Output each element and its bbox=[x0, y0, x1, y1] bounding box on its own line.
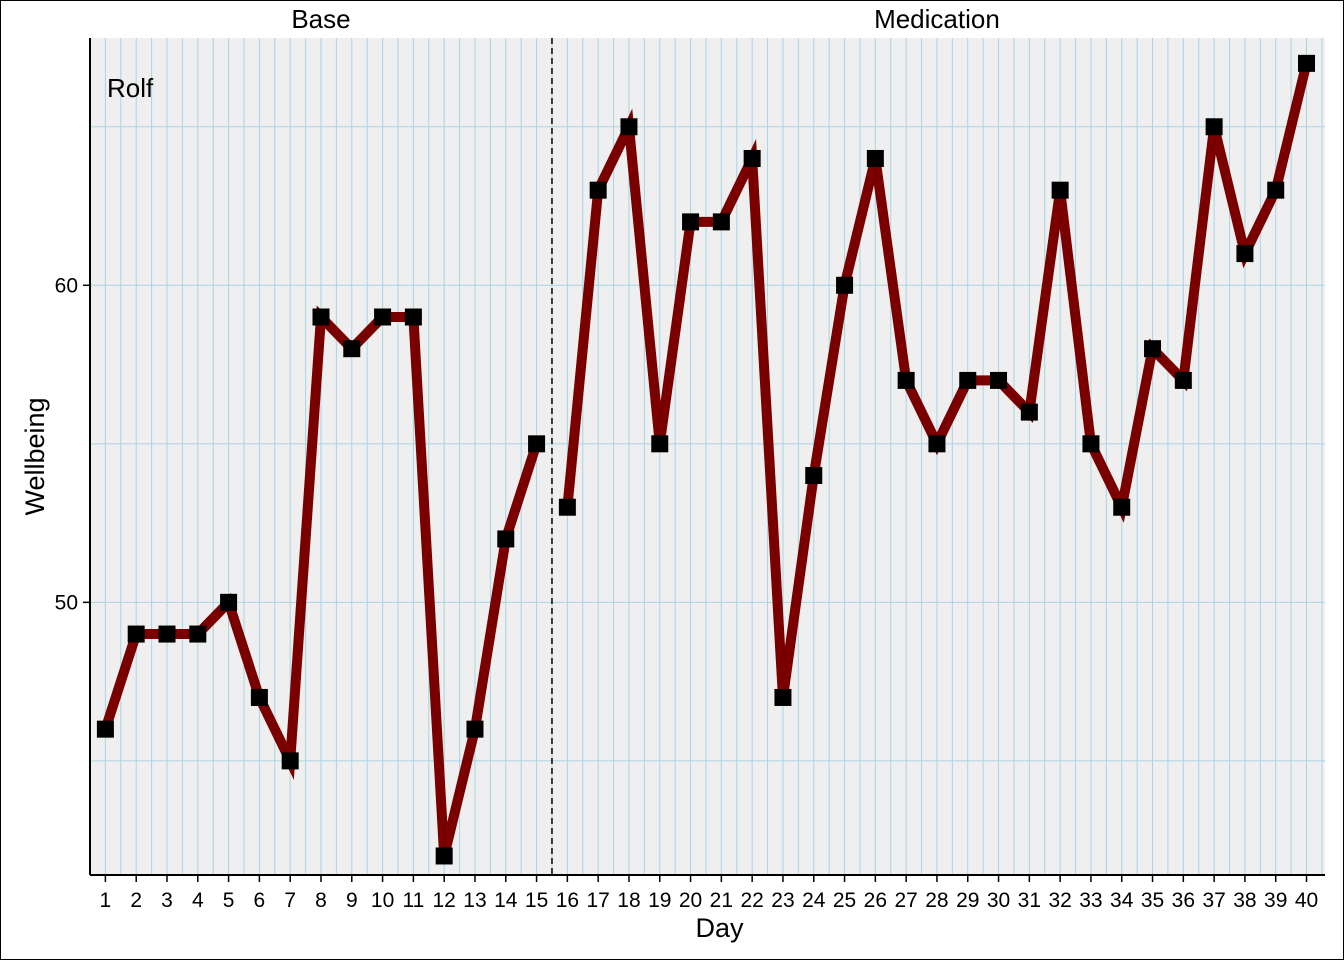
data-point-marker bbox=[620, 118, 638, 136]
x-tick-label: 27 bbox=[894, 889, 917, 912]
x-tick-label: 37 bbox=[1202, 889, 1225, 912]
data-point-marker bbox=[743, 149, 761, 167]
x-tick-label: 19 bbox=[648, 889, 671, 912]
x-tick-label: 38 bbox=[1233, 889, 1256, 912]
data-point-marker bbox=[189, 625, 207, 643]
x-tick-label: 16 bbox=[556, 889, 579, 912]
x-tick-label: 23 bbox=[771, 889, 794, 912]
data-point-marker bbox=[805, 467, 823, 485]
data-point-marker bbox=[1051, 181, 1069, 199]
data-point-marker bbox=[1267, 181, 1285, 199]
data-point-marker bbox=[466, 720, 484, 738]
y-tick-label: 50 bbox=[55, 591, 78, 614]
data-point-marker bbox=[374, 308, 392, 326]
data-point-marker bbox=[281, 752, 299, 770]
x-tick-label: 28 bbox=[925, 889, 948, 912]
y-tick-labels: 50 60 bbox=[55, 274, 78, 614]
data-point-marker bbox=[1298, 54, 1316, 72]
x-tick-label: 20 bbox=[679, 889, 702, 912]
data-point-marker bbox=[990, 371, 1008, 389]
phase-labels: Base Medication bbox=[291, 4, 999, 34]
data-point-marker bbox=[1205, 118, 1223, 136]
x-tick-label: 18 bbox=[617, 889, 640, 912]
data-point-marker bbox=[250, 688, 268, 706]
data-point-marker bbox=[836, 276, 854, 294]
data-point-marker bbox=[1144, 340, 1162, 358]
x-tick-label: 25 bbox=[833, 889, 856, 912]
x-tick-label: 34 bbox=[1110, 889, 1134, 912]
x-tick-label: 2 bbox=[130, 889, 142, 912]
x-tick-label: 21 bbox=[710, 889, 733, 912]
x-tick-label: 13 bbox=[463, 889, 486, 912]
data-point-marker bbox=[682, 213, 700, 231]
data-point-marker bbox=[959, 371, 977, 389]
x-tick-label: 14 bbox=[494, 889, 518, 912]
x-tick-label: 17 bbox=[586, 889, 609, 912]
x-tick-label: 12 bbox=[432, 889, 455, 912]
x-tick-label: 4 bbox=[192, 889, 204, 912]
data-point-marker bbox=[651, 435, 669, 453]
x-tick-label: 24 bbox=[802, 889, 826, 912]
y-axis-label: Wellbeing bbox=[20, 397, 50, 515]
y-tick-label: 60 bbox=[55, 274, 78, 297]
x-tick-label: 40 bbox=[1295, 889, 1318, 912]
data-point-marker bbox=[1236, 245, 1254, 263]
data-point-marker bbox=[1020, 403, 1038, 421]
data-point-marker bbox=[312, 308, 330, 326]
x-tick-label: 32 bbox=[1048, 889, 1071, 912]
panel-label: Rolf bbox=[107, 73, 154, 103]
x-tick-label: 39 bbox=[1264, 889, 1287, 912]
data-point-marker bbox=[96, 720, 114, 738]
data-point-marker bbox=[127, 625, 145, 643]
x-tick-label: 9 bbox=[346, 889, 358, 912]
phase-label: Medication bbox=[874, 4, 1000, 34]
x-tick-label: 29 bbox=[956, 889, 979, 912]
x-tick-label: 22 bbox=[740, 889, 763, 912]
x-tick-label: 7 bbox=[284, 889, 296, 912]
x-tick-labels: 1 2 3 4 5 6 7 8 9 10 11 12 13 14 15 16 17 18 19 20 21 22 23 24 2… bbox=[100, 889, 1319, 912]
x-tick-label: 26 bbox=[864, 889, 887, 912]
x-tick-label: 15 bbox=[525, 889, 548, 912]
x-tick-label: 33 bbox=[1079, 889, 1102, 912]
axes bbox=[83, 38, 1325, 882]
data-point-marker bbox=[774, 688, 792, 706]
data-point-marker bbox=[528, 435, 546, 453]
data-point-marker bbox=[1174, 371, 1192, 389]
data-point-marker bbox=[1082, 435, 1100, 453]
x-tick-label: 10 bbox=[371, 889, 394, 912]
data-point-marker bbox=[404, 308, 422, 326]
data-point-marker bbox=[866, 149, 884, 167]
data-point-marker bbox=[712, 213, 730, 231]
x-tick-label: 11 bbox=[402, 889, 424, 912]
x-tick-label: 1 bbox=[100, 889, 112, 912]
x-axis-label: Day bbox=[695, 913, 744, 943]
data-point-marker bbox=[897, 371, 915, 389]
data-point-marker bbox=[158, 625, 176, 643]
data-point-marker bbox=[928, 435, 946, 453]
phase-label: Base bbox=[291, 4, 350, 34]
x-tick-label: 3 bbox=[161, 889, 173, 912]
data-point-marker bbox=[558, 498, 576, 516]
x-tick-label: 5 bbox=[223, 889, 235, 912]
data-point-marker bbox=[343, 340, 361, 358]
x-tick-label: 8 bbox=[315, 889, 327, 912]
x-tick-label: 6 bbox=[254, 889, 266, 912]
data-point-marker bbox=[497, 530, 515, 548]
x-tick-label: 30 bbox=[987, 889, 1010, 912]
data-point-marker bbox=[589, 181, 607, 199]
data-point-marker bbox=[435, 847, 453, 865]
x-tick-label: 36 bbox=[1172, 889, 1195, 912]
data-point-marker bbox=[1113, 498, 1131, 516]
data-point-marker bbox=[220, 593, 238, 611]
series-markers bbox=[96, 54, 1316, 865]
x-tick-label: 31 bbox=[1018, 889, 1041, 912]
x-tick-label: 35 bbox=[1141, 889, 1164, 912]
